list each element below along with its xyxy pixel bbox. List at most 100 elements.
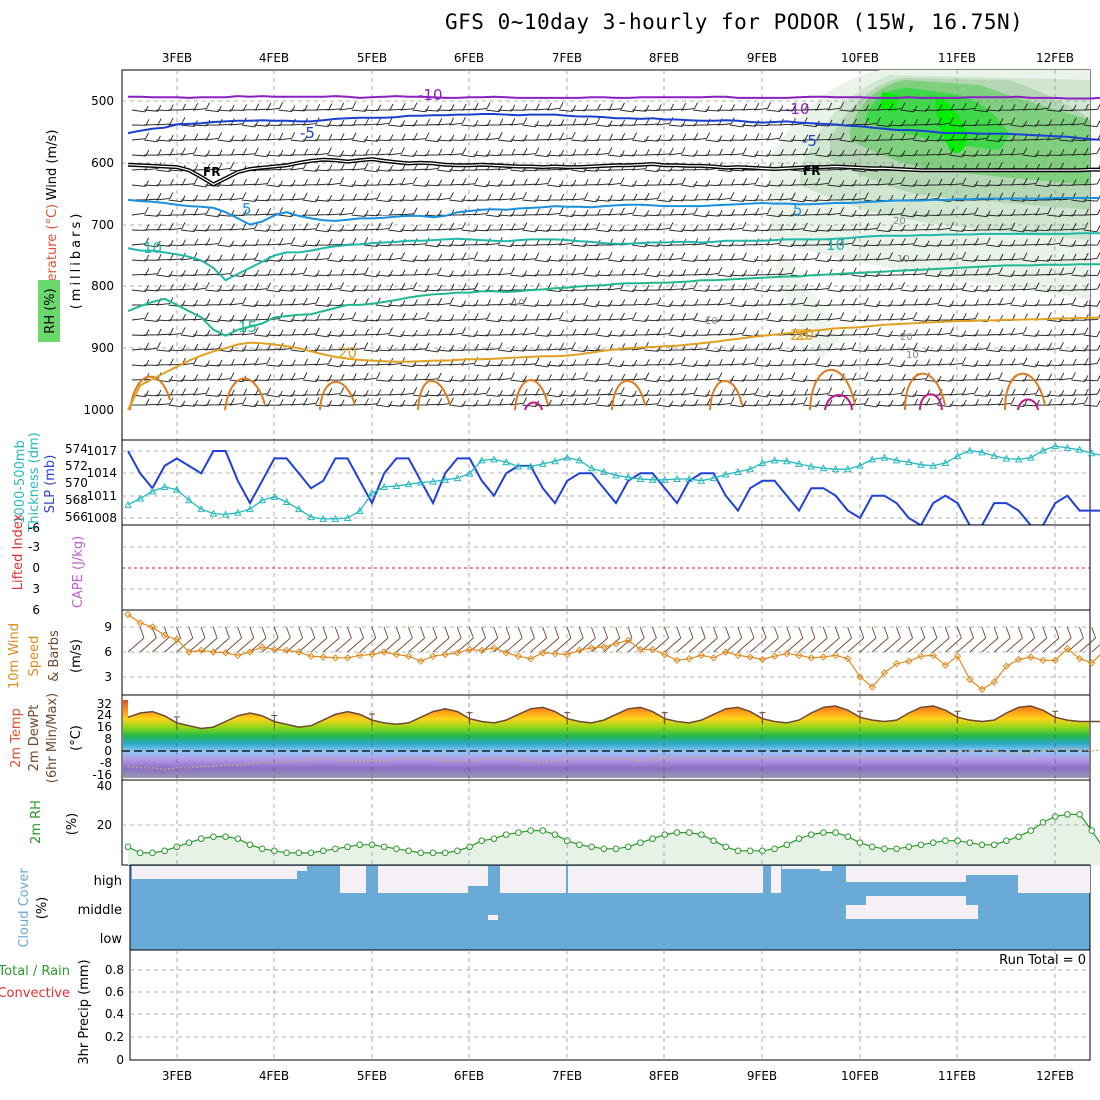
wind-barb-flag bbox=[426, 398, 431, 406]
wind-barb bbox=[1046, 319, 1061, 323]
wind-barb bbox=[583, 169, 598, 172]
wind-barb-flag bbox=[901, 299, 906, 306]
wind-barb bbox=[412, 364, 427, 367]
wind-barb-flag bbox=[1084, 327, 1089, 334]
wind-barb bbox=[510, 302, 524, 306]
isotherm-line bbox=[128, 95, 1100, 100]
wind-barb-flag bbox=[194, 208, 199, 215]
thickness-tick: 568 bbox=[65, 493, 88, 507]
wind-barb bbox=[583, 379, 597, 382]
wind-barb bbox=[1010, 153, 1024, 156]
slp-line bbox=[127, 450, 1100, 527]
wind-barb-flag bbox=[365, 398, 369, 405]
thickness-marker bbox=[831, 465, 840, 473]
wind-barb-flag bbox=[548, 374, 552, 381]
wind-barb bbox=[314, 169, 329, 172]
wind-barb-flag bbox=[523, 397, 527, 404]
wind-barb-flag bbox=[865, 284, 870, 291]
wind-barb bbox=[144, 244, 158, 248]
wind-barb-flag bbox=[181, 195, 186, 202]
wind-barb-flag bbox=[767, 268, 772, 275]
wind-barb-flag bbox=[560, 268, 565, 275]
rh-marker bbox=[136, 849, 144, 857]
wind-barb bbox=[924, 123, 939, 126]
wind-barb-flag bbox=[767, 207, 772, 214]
ylabel-2m-temp: 2m Temp bbox=[9, 708, 24, 768]
wind-barb-flag bbox=[340, 133, 345, 140]
surface-barb-flag bbox=[871, 626, 877, 639]
wind-barb bbox=[754, 154, 768, 157]
surface-barb-flag bbox=[371, 626, 377, 639]
wind-barb bbox=[998, 379, 1012, 383]
wind-barb-flag bbox=[1011, 222, 1016, 229]
surface-barb bbox=[408, 637, 425, 653]
wind-barb bbox=[595, 334, 609, 338]
top-date-label: 6FEB bbox=[454, 51, 484, 65]
wind-barb-flag bbox=[523, 297, 527, 304]
wind-barb-flag bbox=[609, 133, 614, 141]
wind-barb-flag bbox=[169, 358, 174, 365]
wind-barb-flag bbox=[437, 240, 442, 248]
wind-barb-flag bbox=[279, 207, 284, 214]
wind-barb bbox=[253, 404, 268, 407]
wind-barb bbox=[619, 317, 634, 321]
wind-barb-flag bbox=[742, 327, 747, 334]
wind-barb bbox=[1083, 404, 1098, 407]
contour-label: FR bbox=[203, 165, 220, 179]
wind-barb-flag bbox=[243, 388, 248, 396]
wind-barb bbox=[888, 229, 903, 232]
wind-barb bbox=[485, 259, 500, 262]
rh-marker bbox=[429, 849, 437, 857]
wind-barb-flag bbox=[792, 223, 796, 230]
wind-barb bbox=[278, 168, 293, 171]
wind-barb bbox=[180, 108, 195, 111]
wind-barb bbox=[754, 394, 768, 398]
wind-barb bbox=[863, 363, 878, 366]
wind-barb-flag bbox=[267, 374, 272, 381]
contour-label: 5 bbox=[242, 200, 252, 218]
wind-barb bbox=[327, 334, 341, 337]
wind-barb-flag bbox=[645, 267, 650, 274]
wind-barb-flag bbox=[633, 119, 638, 126]
wind-barb-flag bbox=[193, 252, 198, 259]
wind-barb bbox=[253, 229, 268, 232]
wind-barb bbox=[632, 244, 646, 248]
wind-frame bbox=[121, 609, 1091, 696]
rh-marker bbox=[319, 847, 327, 855]
wind-barb-flag bbox=[230, 397, 235, 405]
wind-barb bbox=[388, 379, 403, 382]
wind-barb bbox=[229, 258, 244, 261]
wind-barb bbox=[851, 244, 866, 247]
wind-barb bbox=[436, 123, 451, 126]
wind-barb bbox=[583, 304, 597, 308]
wind-barb bbox=[546, 348, 561, 351]
wind-barb-flag bbox=[889, 238, 894, 246]
wind-barb-flag bbox=[938, 222, 943, 230]
wind-barb-flag bbox=[389, 327, 393, 334]
wind-barb bbox=[766, 348, 780, 351]
wind-barb bbox=[558, 137, 573, 141]
wind-barb-flag bbox=[328, 147, 332, 154]
wind-barb-flag bbox=[462, 313, 467, 321]
wind-barb-flag bbox=[340, 373, 345, 381]
wind-barb bbox=[436, 349, 451, 352]
wind-barb bbox=[632, 378, 646, 381]
wind-barb-flag bbox=[828, 373, 833, 381]
wind-barb-flag bbox=[291, 149, 296, 156]
wind-barb-flag bbox=[828, 133, 833, 140]
surface-barb-flag bbox=[944, 626, 950, 639]
surface-barb bbox=[493, 637, 511, 653]
wind-barb bbox=[632, 214, 646, 217]
wind-barb-flag bbox=[401, 103, 406, 110]
wind-barb bbox=[985, 109, 1000, 112]
li-axis: -6 -3 0 3 6 bbox=[28, 521, 40, 617]
wind-barb-flag bbox=[730, 192, 735, 199]
wind-barb bbox=[534, 404, 549, 407]
wind-barb-flag bbox=[596, 103, 601, 111]
wind-barb bbox=[290, 333, 305, 336]
wind-barb-flag bbox=[145, 224, 150, 231]
wind-barb bbox=[327, 124, 341, 127]
wind-barb bbox=[131, 259, 146, 262]
wind-barb-flag bbox=[535, 177, 540, 185]
wind-barb-flag bbox=[340, 312, 345, 320]
